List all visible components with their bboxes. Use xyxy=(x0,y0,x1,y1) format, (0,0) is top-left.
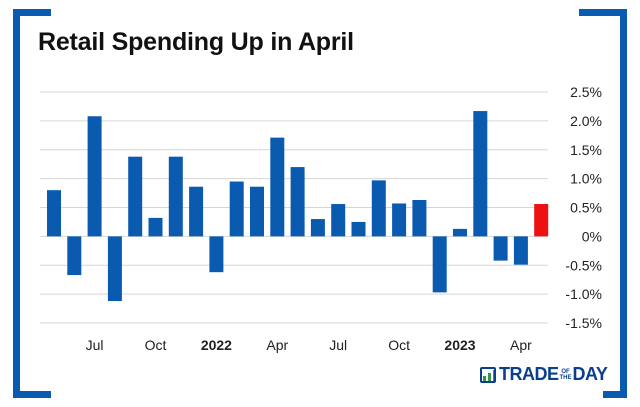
y-tick-label: -1.5% xyxy=(565,315,602,331)
bar xyxy=(47,190,61,237)
logo-word-trade: TRADE xyxy=(499,364,559,384)
y-tick-label: 1.5% xyxy=(570,142,602,158)
bar xyxy=(168,156,183,237)
frame-bottom-right-horizontal xyxy=(603,391,627,398)
frame-top-left-horizontal xyxy=(13,9,51,16)
y-tick-label: 2.0% xyxy=(570,113,602,129)
frame-top-left-vertical xyxy=(13,9,20,398)
bar xyxy=(270,137,285,237)
x-tick-label: Jul xyxy=(86,337,104,353)
bar xyxy=(331,204,346,237)
bar xyxy=(310,219,325,237)
bar xyxy=(107,236,122,302)
bar-highlight xyxy=(534,204,549,237)
bar xyxy=(209,236,224,273)
logo-word-day: DAY xyxy=(572,364,608,384)
x-tick-label: Oct xyxy=(388,337,410,353)
chart-title: Retail Spending Up in April xyxy=(38,28,354,56)
x-tick-label: Apr xyxy=(266,337,288,353)
logo-word-of: OF xyxy=(561,368,570,375)
bar xyxy=(229,181,244,237)
y-tick-label: 0.5% xyxy=(570,200,602,216)
bar-chart-logo-icon xyxy=(480,366,496,383)
y-axis-labels: 2.5% 2.0% 1.5% 1.0% 0.5% 0% -0.5% -1.0% -1.5% xyxy=(565,84,602,331)
x-tick-label: Jul xyxy=(329,337,347,353)
frame-top-right-horizontal xyxy=(579,9,627,16)
bar xyxy=(351,221,366,237)
bar xyxy=(189,186,204,237)
frame-bottom-left-horizontal xyxy=(13,391,51,398)
bar xyxy=(453,228,467,237)
y-tick-label: 0% xyxy=(582,228,602,244)
bar xyxy=(290,167,305,237)
logo-small-words: OF THE xyxy=(560,369,572,381)
bar xyxy=(148,217,163,237)
y-tick-label: -0.5% xyxy=(565,257,602,273)
frame-right-vertical xyxy=(620,9,627,398)
y-tick-label: 2.5% xyxy=(570,84,602,100)
x-tick-label: 2022 xyxy=(201,337,232,353)
x-axis-labels: Jul Oct 2022 Apr Jul Oct 2023 Apr xyxy=(86,337,532,353)
bar xyxy=(412,199,427,237)
bar xyxy=(371,180,386,237)
x-tick-label: 2023 xyxy=(444,337,475,353)
bar xyxy=(473,111,488,237)
trade-of-the-day-logo: TRADE OF THE DAY xyxy=(480,364,608,385)
logo-word-the: THE xyxy=(559,374,572,381)
bar xyxy=(392,203,407,237)
bar xyxy=(493,236,508,261)
x-tick-label: Oct xyxy=(145,337,167,353)
x-tick-label: Apr xyxy=(510,337,532,353)
bar xyxy=(513,236,528,265)
bar xyxy=(250,186,264,237)
y-tick-label: -1.0% xyxy=(565,286,602,302)
grid-lines xyxy=(40,91,548,324)
bars xyxy=(47,111,549,302)
y-tick-label: 1.0% xyxy=(570,171,602,187)
bar xyxy=(432,236,447,293)
bar xyxy=(67,236,82,276)
bar xyxy=(128,156,143,237)
bar xyxy=(87,116,102,237)
